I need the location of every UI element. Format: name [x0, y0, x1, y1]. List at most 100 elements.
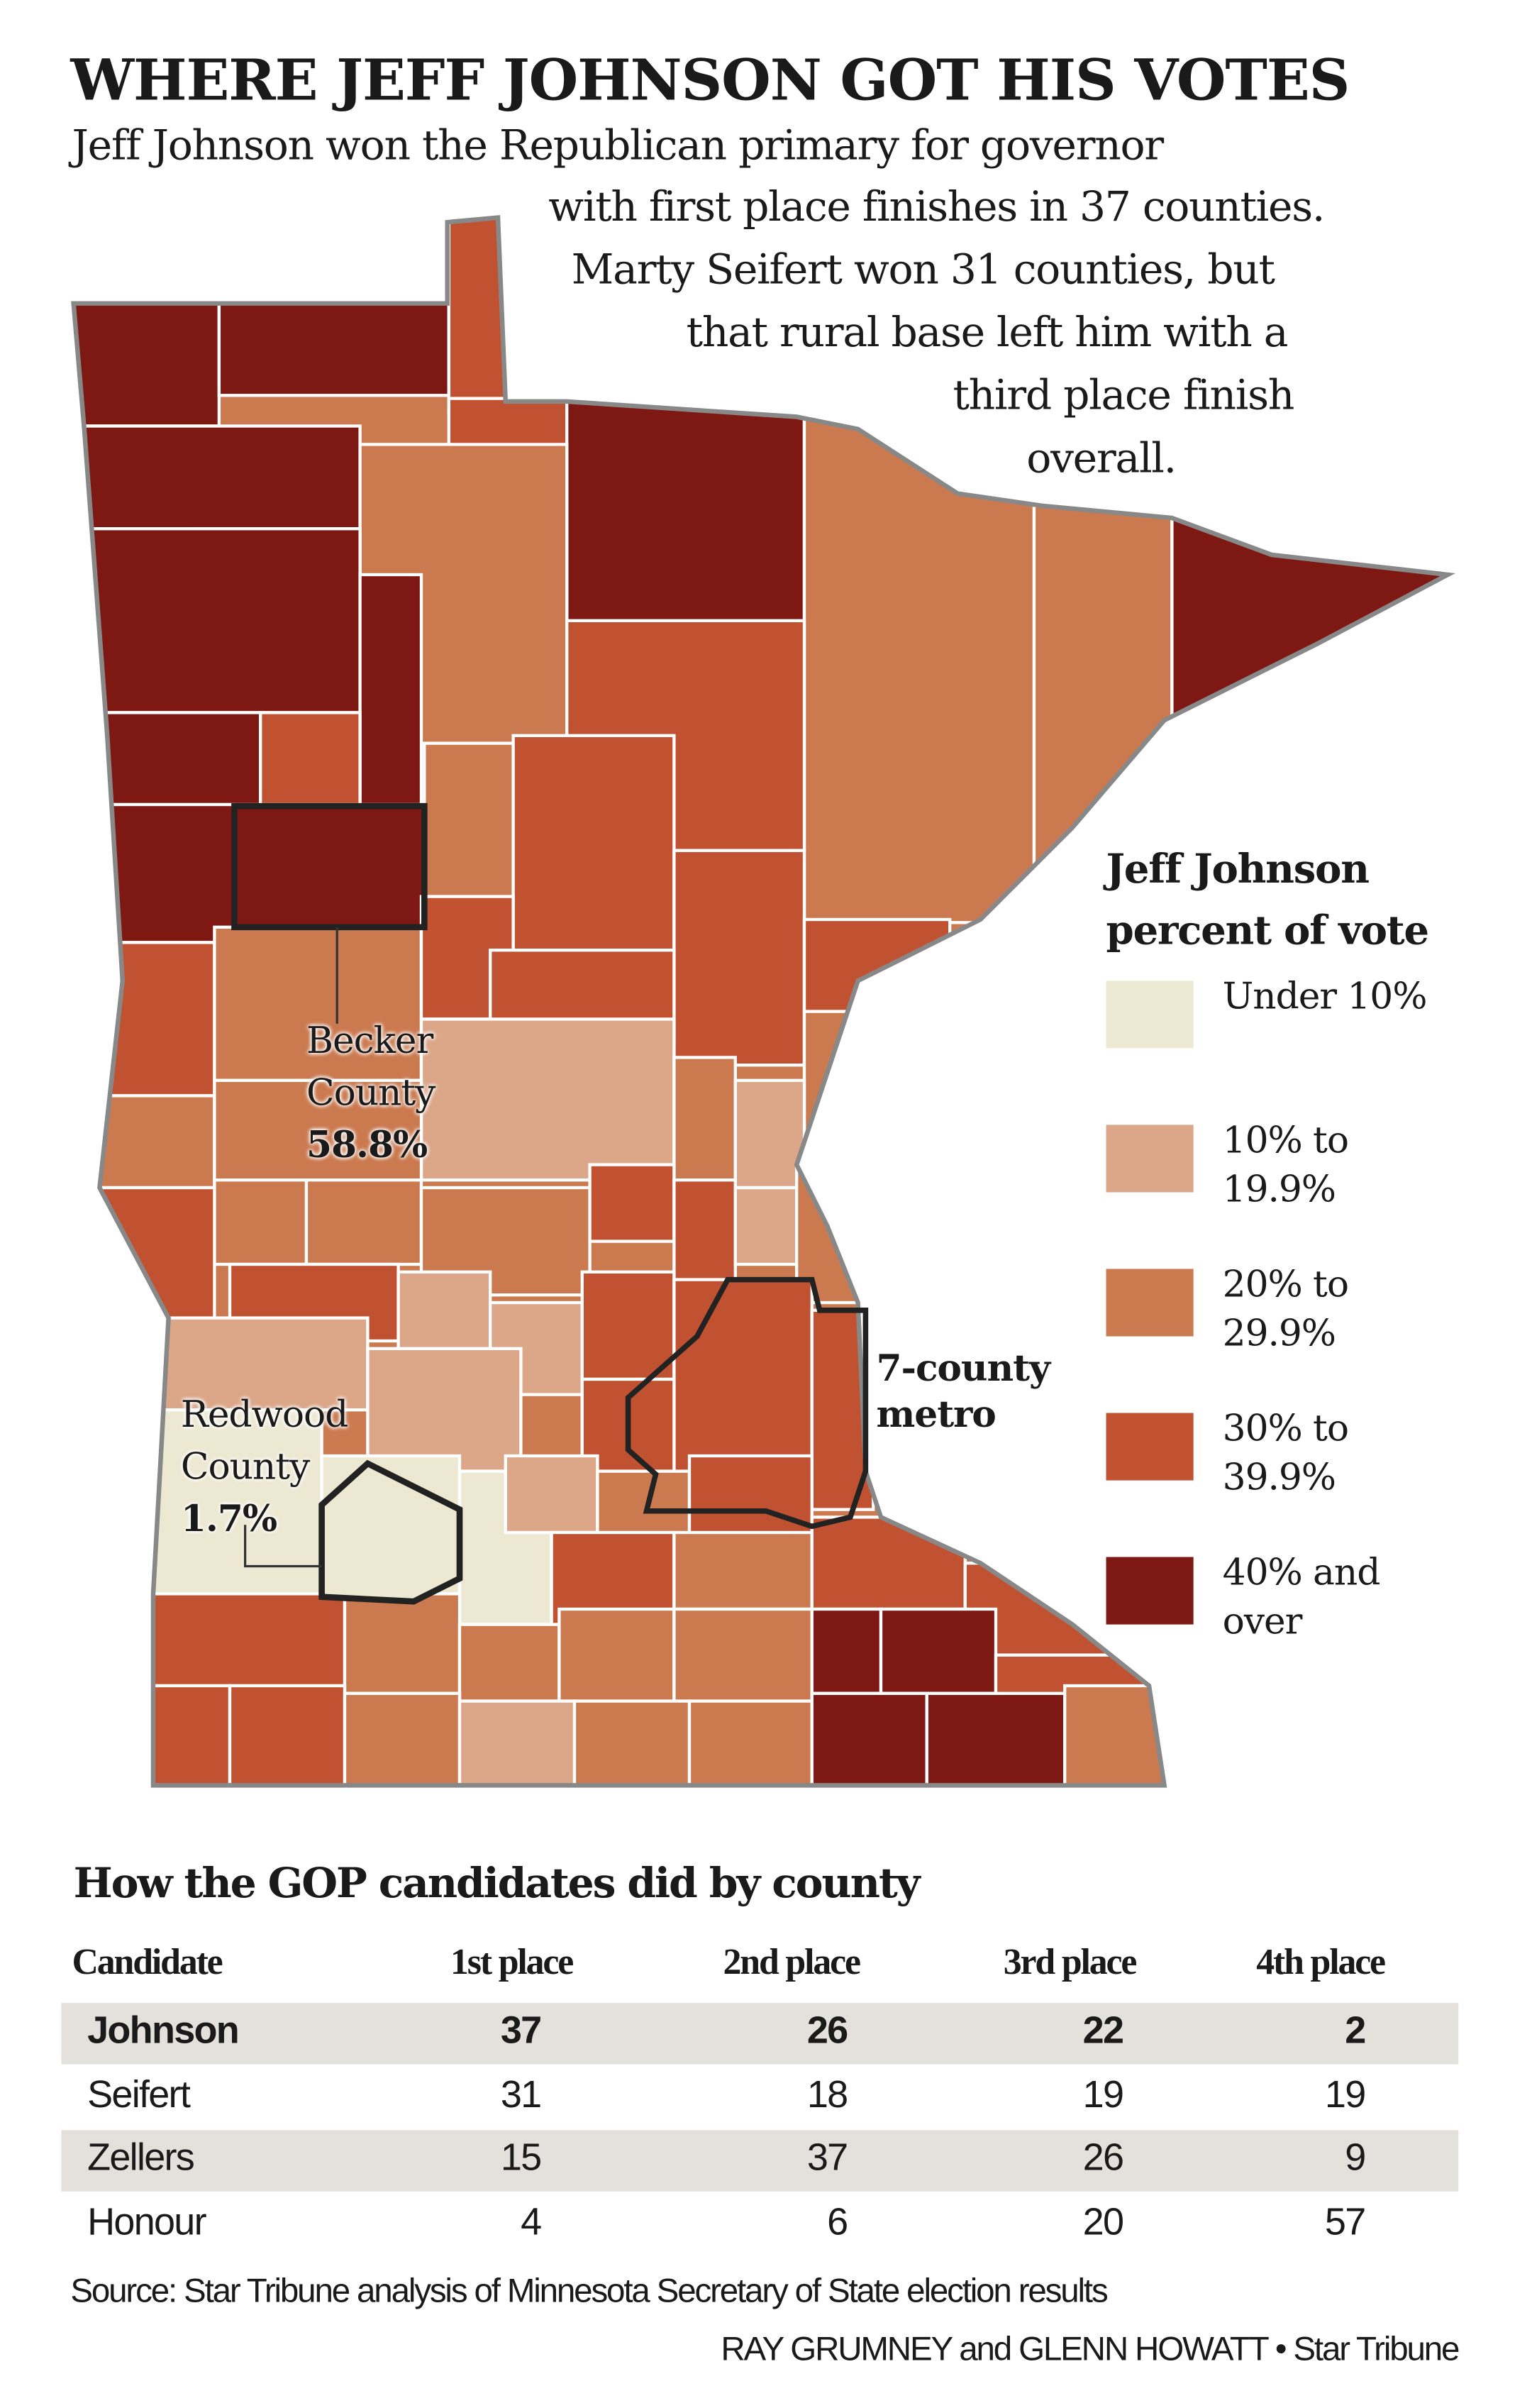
county	[1032, 504, 1174, 890]
county	[213, 925, 423, 1082]
place-count: 4	[521, 2199, 542, 2243]
intro-line: that rural base left him with a	[686, 309, 1289, 358]
legend: Jeff Johnson percent of vote Under 10% 10%…	[1106, 840, 1430, 1643]
county	[802, 415, 1036, 924]
redwood-leader-line	[243, 1525, 322, 1568]
county	[447, 217, 569, 416]
county	[228, 1684, 347, 1786]
county	[672, 1178, 737, 1281]
place-count: 26	[1082, 2136, 1124, 2180]
place-count: 57	[1324, 2199, 1366, 2243]
table-row: Seifert 31 18 19 19	[61, 2067, 1458, 2128]
table-row: Honour 4 6 20 57	[61, 2194, 1458, 2255]
county	[557, 1607, 676, 1703]
intro-line: with first place finishes in 37 counties…	[548, 184, 1325, 232]
county	[802, 917, 952, 1013]
column-header: 2nd place	[723, 1943, 861, 1984]
county	[511, 734, 676, 952]
county	[366, 1347, 523, 1473]
place-count: 9	[1345, 2136, 1366, 2180]
legend-label: 20% to 29.9%	[1222, 1262, 1349, 1355]
place-count: 15	[500, 2136, 542, 2180]
legend-swatch	[1106, 1557, 1194, 1625]
source-note: Source: Star Tribune analysis of Minneso…	[70, 2271, 1108, 2310]
redwood-county-label: Redwood County 1.7%	[180, 1393, 348, 1540]
headline: WHERE JEFF JOHNSON GOT HIS VOTES	[70, 45, 1350, 114]
place-count: 26	[806, 2009, 848, 2053]
county	[672, 1056, 737, 1182]
county	[304, 1178, 423, 1266]
county	[588, 1163, 676, 1243]
county	[90, 711, 262, 807]
county	[504, 1454, 599, 1535]
county	[457, 1623, 561, 1703]
county	[672, 1607, 814, 1703]
column-header: 4th place	[1256, 1943, 1386, 1984]
county	[343, 1691, 462, 1786]
county	[687, 1699, 814, 1786]
legend-title: Jeff Johnson percent of vote	[1106, 847, 1430, 955]
county	[136, 1408, 323, 1603]
place-count: 2	[1345, 2009, 1366, 2053]
place-count: 20	[1082, 2199, 1124, 2243]
candidate-name: Seifert	[87, 2072, 191, 2116]
county	[879, 1607, 998, 1695]
county	[82, 802, 236, 944]
candidate-name: Johnson	[87, 2009, 240, 2053]
legend-label: 40% and over	[1222, 1550, 1381, 1643]
county	[457, 1699, 577, 1786]
county	[73, 302, 221, 428]
redwood-county-outline	[318, 1459, 463, 1605]
column-header: Candidate	[72, 1943, 223, 1984]
legend-swatch	[1106, 1125, 1194, 1193]
legend-swatch	[1106, 1413, 1194, 1481]
intro-line: third place finish	[953, 372, 1295, 420]
state-border	[71, 215, 1455, 1788]
intro-line: overall.	[1026, 435, 1177, 483]
place-count: 19	[1082, 2072, 1124, 2116]
county	[565, 399, 806, 626]
legend-label: Under 10%	[1222, 974, 1428, 1018]
county	[358, 573, 423, 807]
county	[106, 941, 216, 1098]
intro-line: Marty Seifert won 31 counties, but	[571, 246, 1275, 294]
place-count: 37	[500, 2009, 542, 2053]
place-count: 37	[806, 2136, 848, 2180]
county	[82, 424, 362, 531]
candidate-name: Zellers	[87, 2136, 195, 2180]
county	[136, 1592, 347, 1688]
county	[802, 1010, 952, 1182]
place-count: 22	[1082, 2009, 1124, 2053]
metro-outline	[625, 1276, 869, 1530]
legend-label: 30% to 39.9%	[1222, 1406, 1349, 1499]
place-count: 19	[1324, 2072, 1366, 2116]
county	[259, 711, 362, 807]
county	[672, 849, 806, 1067]
county	[217, 302, 451, 397]
column-header: 1st place	[450, 1943, 574, 1984]
county	[672, 1530, 814, 1611]
column-header: 3rd place	[1003, 1943, 1138, 1984]
metro-label: 7-county metro	[876, 1345, 1051, 1436]
county	[233, 802, 426, 929]
minnesota-county-map	[71, 215, 1455, 1788]
table-title: How the GOP candidates did by county	[73, 1860, 921, 1909]
table-row: Zellers 15 37 26 9	[61, 2130, 1459, 2192]
credit-line: RAY GRUMNEY and GLENN HOWATT • Star Trib…	[721, 2329, 1460, 2368]
county	[419, 1017, 676, 1182]
intro-line: Jeff Johnson won the Republican primary …	[72, 122, 1165, 170]
county	[733, 1186, 799, 1266]
county	[810, 1691, 928, 1786]
legend-label: 10% to 19.9%	[1222, 1118, 1349, 1211]
legend-swatch	[1106, 1269, 1194, 1337]
legend-swatch	[1106, 981, 1194, 1049]
table-row: Johnson 37 26 22 2	[61, 2003, 1459, 2065]
county	[213, 1178, 309, 1266]
county	[580, 1270, 676, 1381]
county	[810, 1607, 883, 1695]
candidate-name: Honour	[87, 2199, 206, 2243]
county	[423, 741, 515, 898]
county	[82, 527, 362, 714]
county	[343, 1592, 462, 1695]
